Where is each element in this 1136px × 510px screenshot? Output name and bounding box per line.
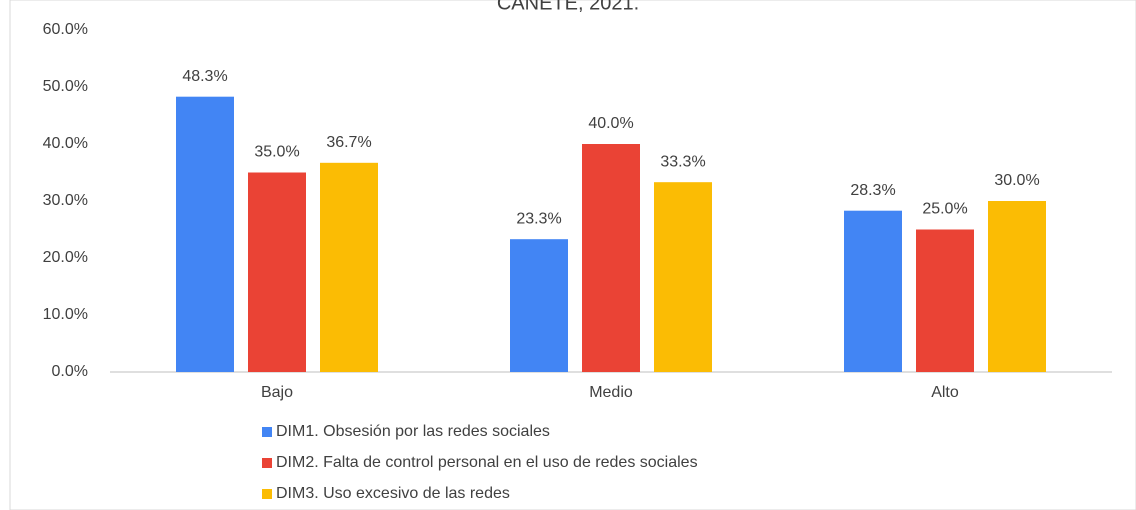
bar: [844, 210, 902, 372]
legend-swatch: [262, 427, 272, 437]
y-tick-label: 40.0%: [43, 135, 88, 152]
bar: [916, 229, 974, 372]
y-tick-label: 20.0%: [43, 249, 88, 266]
y-tick-label: 60.0%: [43, 21, 88, 38]
data-label: 35.0%: [254, 144, 299, 161]
y-tick-label: 0.0%: [52, 363, 88, 380]
data-label: 36.7%: [326, 134, 371, 151]
data-label: 48.3%: [182, 68, 227, 85]
legend-label: DIM2. Falta de control personal en el us…: [276, 454, 698, 471]
data-label: 23.3%: [516, 210, 561, 227]
y-tick-label: 50.0%: [43, 78, 88, 95]
bar: [510, 239, 568, 372]
data-label: 28.3%: [850, 182, 895, 199]
bar: [320, 162, 378, 372]
data-label: 30.0%: [994, 172, 1039, 189]
data-label: 25.0%: [922, 201, 967, 218]
bar: [582, 144, 640, 372]
legend-label: DIM3. Uso excesivo de las redes: [276, 485, 510, 502]
chart-frame: [9, 0, 1136, 510]
y-tick-label: 30.0%: [43, 192, 88, 209]
data-label: 33.3%: [660, 153, 705, 170]
bar: [988, 201, 1046, 372]
x-tick-label: Bajo: [261, 384, 293, 401]
legend-swatch: [262, 458, 272, 468]
data-label: 40.0%: [588, 115, 633, 132]
bar: [654, 182, 712, 372]
x-tick-label: Alto: [931, 384, 959, 401]
legend-swatch: [262, 489, 272, 499]
chart-title: CAÑETE, 2021.: [497, 0, 639, 14]
bar: [176, 96, 234, 372]
bar: [248, 172, 306, 372]
x-tick-label: Medio: [589, 384, 633, 401]
y-tick-label: 10.0%: [43, 306, 88, 323]
legend-label: DIM1. Obsesión por las redes sociales: [276, 423, 550, 440]
